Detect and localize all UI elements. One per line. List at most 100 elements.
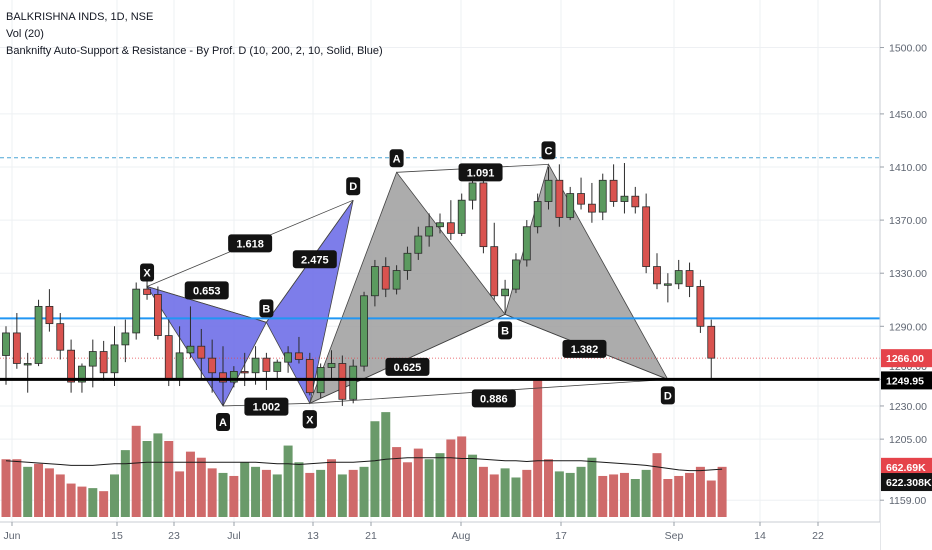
price-tick-label: 1410.00 bbox=[889, 162, 927, 174]
pattern-point-label-bg bbox=[346, 177, 361, 196]
volume-bar bbox=[142, 441, 152, 517]
candle bbox=[653, 253, 661, 290]
candle bbox=[273, 359, 282, 380]
candle bbox=[208, 339, 217, 393]
time-axis-bg bbox=[0, 522, 880, 550]
candle bbox=[164, 319, 173, 387]
volume-bar bbox=[554, 471, 564, 517]
candle-body bbox=[327, 363, 336, 368]
volume-bar bbox=[500, 468, 510, 517]
candle-body bbox=[295, 352, 303, 360]
volume-bar bbox=[294, 462, 304, 517]
candle bbox=[295, 336, 303, 364]
pattern-ratio-label: 0.886 bbox=[471, 389, 516, 408]
candle bbox=[620, 163, 629, 214]
chart-title: BALKRISHNA INDS, 1D, NSE bbox=[6, 11, 154, 23]
candle-body bbox=[555, 179, 564, 218]
pattern-ratio-label-text: 1.618 bbox=[236, 238, 264, 250]
candle-body bbox=[544, 179, 553, 202]
time-tick-label: Jun bbox=[4, 530, 21, 542]
volume-bar bbox=[598, 475, 608, 517]
candle bbox=[360, 291, 368, 372]
price-tick-label: 1230.00 bbox=[889, 401, 927, 413]
volume-bar bbox=[1, 459, 11, 517]
candle-body bbox=[99, 351, 108, 374]
candle-body bbox=[132, 288, 141, 334]
candle bbox=[229, 366, 238, 388]
candle bbox=[588, 182, 596, 223]
volume-bar bbox=[131, 425, 141, 517]
volume-bar bbox=[370, 421, 380, 517]
volume-bar bbox=[641, 469, 651, 517]
support-price-badge-bg bbox=[881, 371, 932, 390]
pattern-ratio-label-bg bbox=[562, 339, 607, 358]
candle bbox=[186, 306, 195, 359]
volume-bar bbox=[392, 447, 402, 517]
volume-ma-badge: 622.308K bbox=[881, 473, 932, 492]
last-volume-badge: 662.69K bbox=[881, 457, 932, 476]
candle bbox=[99, 340, 108, 381]
indicator-label: Banknifty Auto-Support & Resistance - By… bbox=[6, 45, 383, 57]
pattern-ratio-label-bg bbox=[385, 357, 430, 376]
time-tick-label: Sep bbox=[665, 530, 684, 542]
candle-body bbox=[45, 305, 54, 325]
volume-bar bbox=[327, 459, 336, 517]
candle bbox=[533, 193, 542, 234]
candle-body bbox=[338, 363, 347, 400]
price-tick-label: 1330.00 bbox=[889, 268, 927, 280]
volume-bar bbox=[565, 472, 575, 517]
candle-body bbox=[501, 288, 510, 297]
volume-bar bbox=[23, 466, 33, 517]
time-tick-label: Jul bbox=[227, 530, 240, 542]
pattern-point-label-bg bbox=[498, 321, 513, 340]
pattern-ratio-label: 0.625 bbox=[385, 357, 430, 376]
volume-bar bbox=[630, 479, 640, 517]
time-tick-label: 17 bbox=[555, 530, 567, 542]
candle bbox=[132, 282, 141, 340]
candle bbox=[674, 259, 683, 290]
volume-bar bbox=[88, 488, 98, 517]
volume-bar bbox=[272, 474, 282, 517]
candle-body bbox=[2, 332, 10, 356]
candle-body bbox=[197, 345, 206, 359]
pattern-point-label-bg bbox=[541, 141, 556, 160]
volume-bar bbox=[457, 436, 467, 517]
candle-body bbox=[479, 182, 488, 248]
candle bbox=[598, 173, 607, 221]
volume-bar bbox=[99, 491, 109, 517]
volume-bar bbox=[316, 469, 326, 517]
time-tick-label: 13 bbox=[307, 530, 319, 542]
volume-bar bbox=[706, 480, 716, 517]
candle-body bbox=[67, 349, 75, 383]
candle-body bbox=[370, 266, 379, 297]
pattern-point-label: A bbox=[216, 412, 230, 431]
candle-body bbox=[512, 259, 520, 290]
candle-body bbox=[642, 206, 651, 267]
candle bbox=[153, 286, 162, 340]
pattern-point-label: X bbox=[140, 263, 155, 282]
candle-body bbox=[360, 295, 368, 367]
candle-body bbox=[446, 222, 455, 234]
volume-bar bbox=[511, 477, 521, 517]
candle bbox=[414, 226, 423, 260]
volume-bar bbox=[77, 486, 87, 517]
candle-body bbox=[251, 357, 260, 374]
candle-body bbox=[457, 199, 466, 234]
candle-body bbox=[522, 226, 531, 261]
candle bbox=[34, 299, 43, 367]
pattern-point-label: A bbox=[389, 149, 404, 168]
candle-body bbox=[566, 193, 575, 218]
candle-body bbox=[696, 286, 705, 327]
candle bbox=[609, 164, 618, 207]
volume-bar bbox=[717, 466, 727, 517]
candle bbox=[219, 346, 227, 406]
volume-ma-badge-bg bbox=[881, 473, 932, 492]
pattern-point-label-text: X bbox=[306, 414, 314, 426]
pattern-point-label-text: B bbox=[262, 303, 270, 315]
time-tick-label: 21 bbox=[365, 530, 377, 542]
volume-bar bbox=[34, 463, 44, 517]
candle-body bbox=[577, 193, 585, 205]
candle-body bbox=[186, 345, 195, 354]
candle bbox=[403, 246, 412, 280]
volume-indicator-label: Vol (20) bbox=[6, 28, 44, 40]
